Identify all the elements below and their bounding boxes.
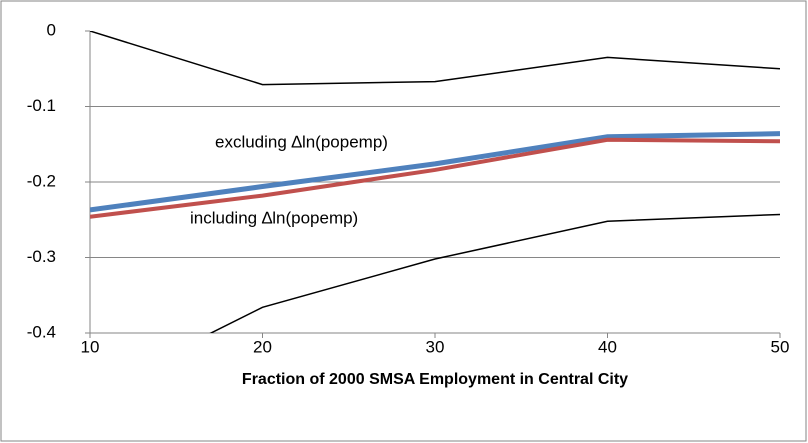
annotation: including ∆ln(popemp): [190, 208, 358, 227]
x-tick-label: 20: [253, 337, 272, 356]
x-tick-label: 10: [81, 337, 100, 356]
y-tick-label: -0.3: [27, 247, 56, 266]
annotation: excluding ∆ln(popemp): [215, 132, 388, 151]
x-tick-label: 50: [771, 337, 790, 356]
y-tick-label: -0.4: [27, 322, 56, 341]
line-series: [209, 213, 780, 333]
x-tick-label: 30: [426, 337, 445, 356]
x-tick-label: 40: [598, 337, 617, 356]
line-series: [90, 31, 780, 86]
y-tick-label: -0.2: [27, 171, 56, 190]
line-series: [90, 131, 780, 213]
y-tick-label: -0.1: [27, 96, 56, 115]
line-series: [90, 137, 780, 219]
y-tick-label: 0: [47, 20, 56, 39]
x-axis-label: Fraction of 2000 SMSA Employment in Cent…: [242, 371, 628, 388]
